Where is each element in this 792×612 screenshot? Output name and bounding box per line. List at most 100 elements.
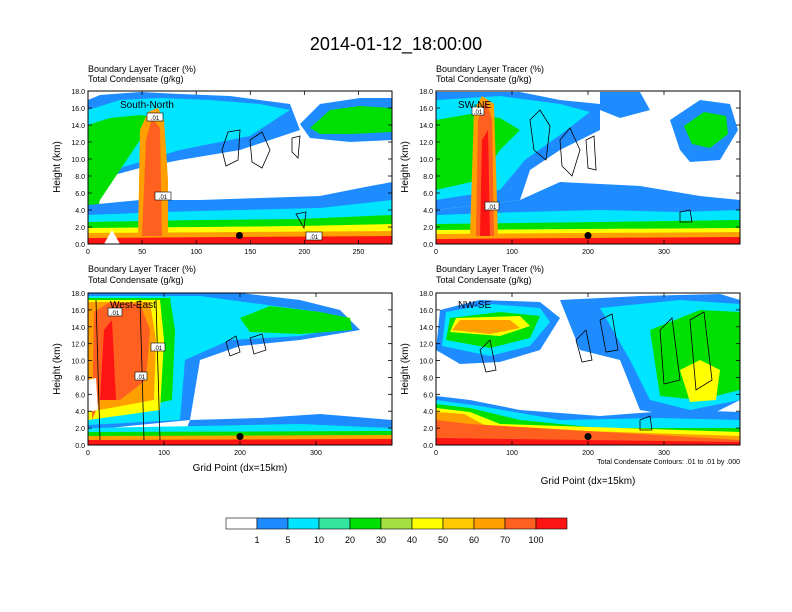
contour-label — [484, 201, 500, 211]
contour-label-text: .01 — [310, 235, 319, 241]
y-tick-label: 2.0 — [75, 225, 85, 232]
colorbar: 1 5 10 20 30 40 50 60 70 100 — [225, 517, 568, 545]
y-tick-label: 18.0 — [419, 291, 433, 298]
colorbar-label: 60 — [469, 535, 479, 545]
contour-label-text: .01 — [154, 346, 163, 352]
y-tick-label: 16.0 — [419, 106, 433, 113]
contour-label — [150, 342, 166, 352]
panel-label: SW-NE — [458, 100, 491, 111]
panel-label: South-North — [120, 100, 174, 111]
colorbar-label: 100 — [528, 535, 543, 545]
panel-title-line2: Total Condensate (g/kg) — [436, 275, 532, 285]
x-tick-label: 250 — [353, 249, 365, 256]
y-tick-label: 2.0 — [423, 225, 433, 232]
y-tick-label: 8.0 — [75, 174, 85, 181]
colorbar-label: 30 — [376, 535, 386, 545]
colorbar-label: 10 — [314, 535, 324, 545]
colorbar-label: 20 — [345, 535, 355, 545]
colorbar-swatch — [504, 517, 537, 530]
colorbar-label: 70 — [500, 535, 510, 545]
y-tick-label: 10.0 — [71, 157, 85, 164]
y-tick-label: 18.0 — [419, 89, 433, 96]
x-tick-label: 100 — [506, 450, 518, 457]
x-tick-label: 0 — [86, 450, 90, 457]
y-tick-label: 14.0 — [419, 123, 433, 130]
y-tick-label: 10.0 — [419, 359, 433, 366]
colorbar-swatch — [473, 517, 506, 530]
y-axis-label: Height (km) — [52, 141, 63, 193]
contour-label-text: .01 — [159, 195, 168, 201]
x-tick-label: 200 — [234, 450, 246, 457]
shading-sw-ne: .01 .01 — [436, 91, 740, 244]
x-tick-label: 300 — [310, 450, 322, 457]
colorbar-label: 50 — [438, 535, 448, 545]
y-tick-label: 12.0 — [419, 140, 433, 147]
y-tick-label: 0.0 — [423, 242, 433, 249]
contour-label — [107, 307, 123, 317]
colorbar-swatch — [411, 517, 444, 530]
panel-south-north: Boundary Layer Tracer (%) Total Condensa… — [52, 64, 393, 256]
x-tick-label: 100 — [158, 450, 170, 457]
panel-west-east: Boundary Layer Tracer (%) Total Condensa… — [52, 264, 393, 474]
colorbar-swatch — [442, 517, 475, 530]
panel-title-line2: Total Condensate (g/kg) — [88, 74, 184, 84]
y-tick-label: 6.0 — [75, 191, 85, 198]
y-tick-label: 16.0 — [71, 106, 85, 113]
contour-label-text: .01 — [137, 375, 146, 381]
colorbar-swatch — [318, 517, 351, 530]
panel-title-line1: Boundary Layer Tracer (%) — [436, 264, 544, 274]
contour-label — [134, 371, 148, 381]
contour-footnote: Total Condensate Contours: .01 to .01 by… — [597, 459, 740, 466]
y-tick-label: 6.0 — [423, 191, 433, 198]
contour-label-text: .01 — [474, 110, 483, 116]
x-axis-label: Grid Point (dx=15km) — [541, 476, 636, 487]
y-tick-label: 18.0 — [71, 89, 85, 96]
colorbar-swatch — [225, 517, 258, 530]
y-tick-label: 4.0 — [423, 208, 433, 215]
panel-title-line1: Boundary Layer Tracer (%) — [436, 64, 544, 74]
x-tick-label: 50 — [138, 249, 146, 256]
y-tick-label: 0.0 — [75, 443, 85, 450]
x-axis-label: Grid Point (dx=15km) — [193, 463, 288, 474]
contour-label — [146, 112, 164, 122]
y-tick-label: 2.0 — [75, 426, 85, 433]
y-axis-label: Height (km) — [400, 343, 411, 395]
panel-title-line2: Total Condensate (g/kg) — [436, 74, 532, 84]
y-tick-label: 12.0 — [419, 342, 433, 349]
y-tick-label: 12.0 — [71, 342, 85, 349]
y-tick-label: 16.0 — [419, 308, 433, 315]
contour-label-text: .01 — [111, 311, 120, 317]
contour-label — [305, 231, 323, 241]
x-tick-label: 300 — [658, 450, 670, 457]
y-tick-label: 0.0 — [423, 443, 433, 450]
y-tick-label: 14.0 — [71, 325, 85, 332]
shading-nw-se — [436, 293, 740, 445]
y-tick-label: 10.0 — [419, 157, 433, 164]
panel-title-line1: Boundary Layer Tracer (%) — [88, 64, 196, 74]
y-tick-label: 8.0 — [75, 375, 85, 382]
location-marker — [584, 433, 592, 441]
y-tick-label: 8.0 — [423, 174, 433, 181]
x-tick-label: 100 — [190, 249, 202, 256]
x-tick-label: 0 — [434, 450, 438, 457]
panel-title-line1: Boundary Layer Tracer (%) — [88, 264, 196, 274]
contour-label — [154, 191, 172, 201]
y-tick-label: 4.0 — [423, 409, 433, 416]
panel-label: West-East — [110, 300, 156, 311]
y-tick-label: 6.0 — [75, 392, 85, 399]
contour-label-text: .01 — [151, 116, 160, 122]
contour-label-text: .01 — [488, 205, 497, 211]
colorbar-swatch — [380, 517, 413, 530]
y-tick-label: 12.0 — [71, 140, 85, 147]
colorbar-swatch — [349, 517, 382, 530]
colorbar-swatch — [287, 517, 320, 530]
colorbar-swatch — [256, 517, 289, 530]
x-tick-label: 150 — [244, 249, 256, 256]
x-tick-label: 300 — [658, 249, 670, 256]
x-tick-label: 200 — [299, 249, 311, 256]
location-marker — [235, 232, 243, 239]
y-tick-label: 8.0 — [423, 375, 433, 382]
y-tick-label: 18.0 — [71, 291, 85, 298]
colorbar-label: 40 — [407, 535, 417, 545]
y-tick-label: 4.0 — [75, 208, 85, 215]
